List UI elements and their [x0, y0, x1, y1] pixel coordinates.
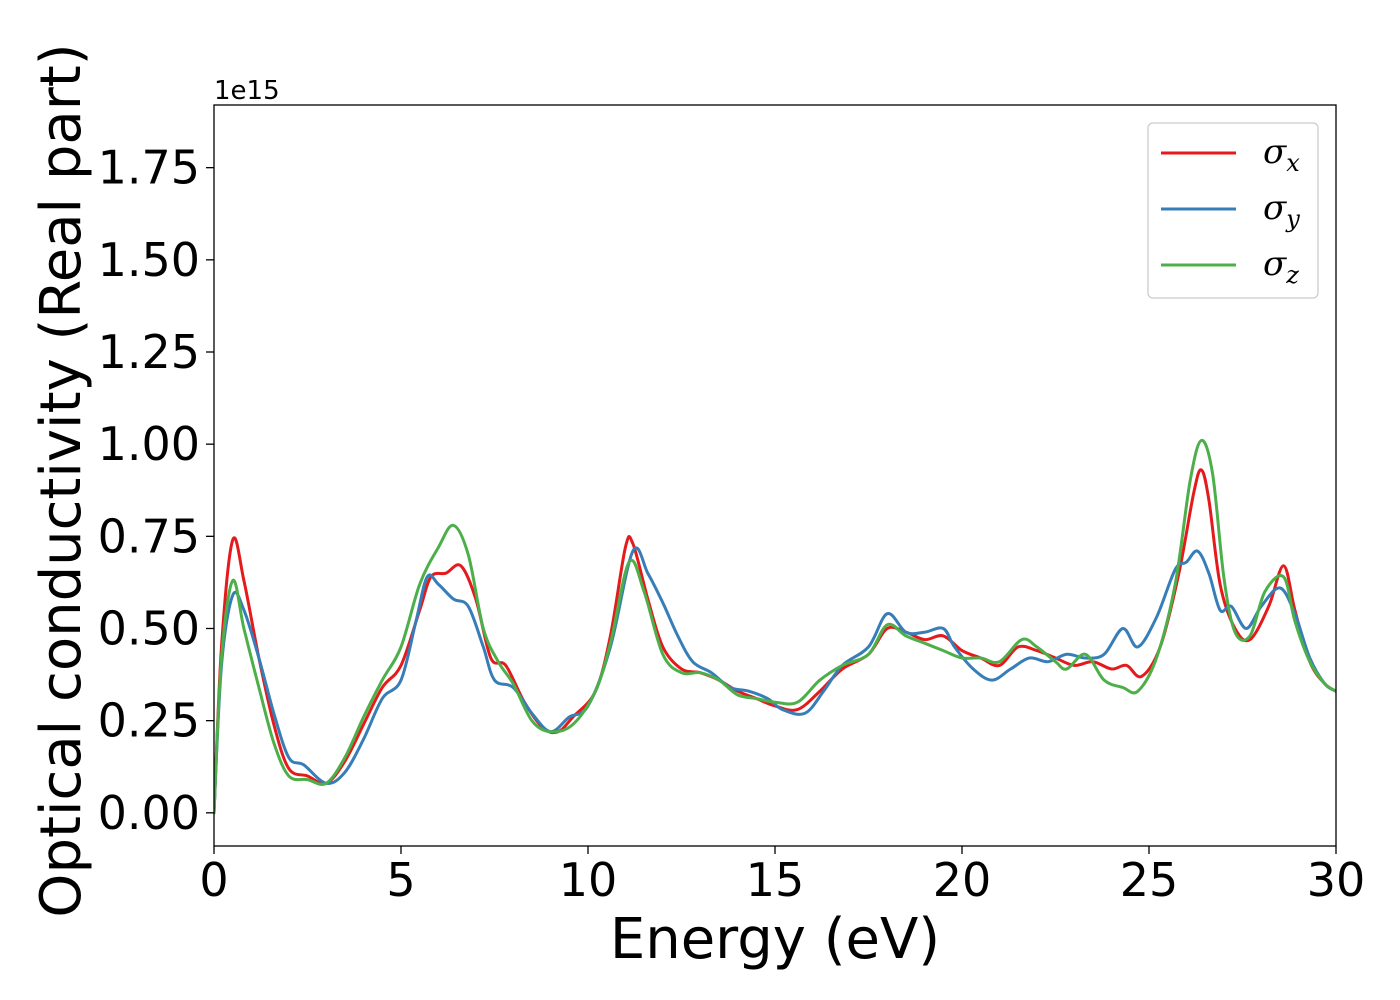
series-line-y — [214, 546, 1336, 815]
legend-label-z: σz — [1263, 244, 1299, 289]
y-offset-label: 1e15 — [214, 76, 280, 106]
y-tick-label: 0.75 — [98, 509, 200, 563]
x-axis-label: Energy (eV) — [610, 907, 940, 972]
x-tick-label: 20 — [933, 853, 992, 907]
ticks-layer: 0 5 10 15 20 25 30 0.00 0.25 0.50 0.75 1.00 1.25 1.50… — [98, 141, 1366, 907]
x-tick-label: 30 — [1307, 853, 1366, 907]
y-tick-label: 0.50 — [98, 601, 200, 655]
legend: σx σy σz — [1147, 122, 1319, 299]
legend-label-x: σx — [1263, 132, 1300, 177]
y-tick-label: 1.50 — [98, 233, 200, 287]
legend-label-y: σy — [1263, 188, 1300, 233]
series-line-x — [214, 468, 1336, 815]
x-tick-label: 10 — [559, 853, 618, 907]
x-tick-label: 0 — [199, 853, 228, 907]
y-tick-label: 0.00 — [98, 786, 200, 840]
series-layer — [214, 439, 1336, 815]
x-tick-label: 5 — [386, 853, 415, 907]
y-axis-label: Optical conductivity (Real part) — [29, 43, 94, 917]
series-line-z — [214, 439, 1336, 815]
x-tick-label: 25 — [1120, 853, 1179, 907]
y-tick-label: 0.25 — [98, 694, 200, 748]
y-tick-label: 1.00 — [98, 417, 200, 471]
y-tick-label: 1.25 — [98, 325, 200, 379]
y-tick-label: 1.75 — [98, 141, 200, 195]
x-tick-label: 15 — [746, 853, 805, 907]
